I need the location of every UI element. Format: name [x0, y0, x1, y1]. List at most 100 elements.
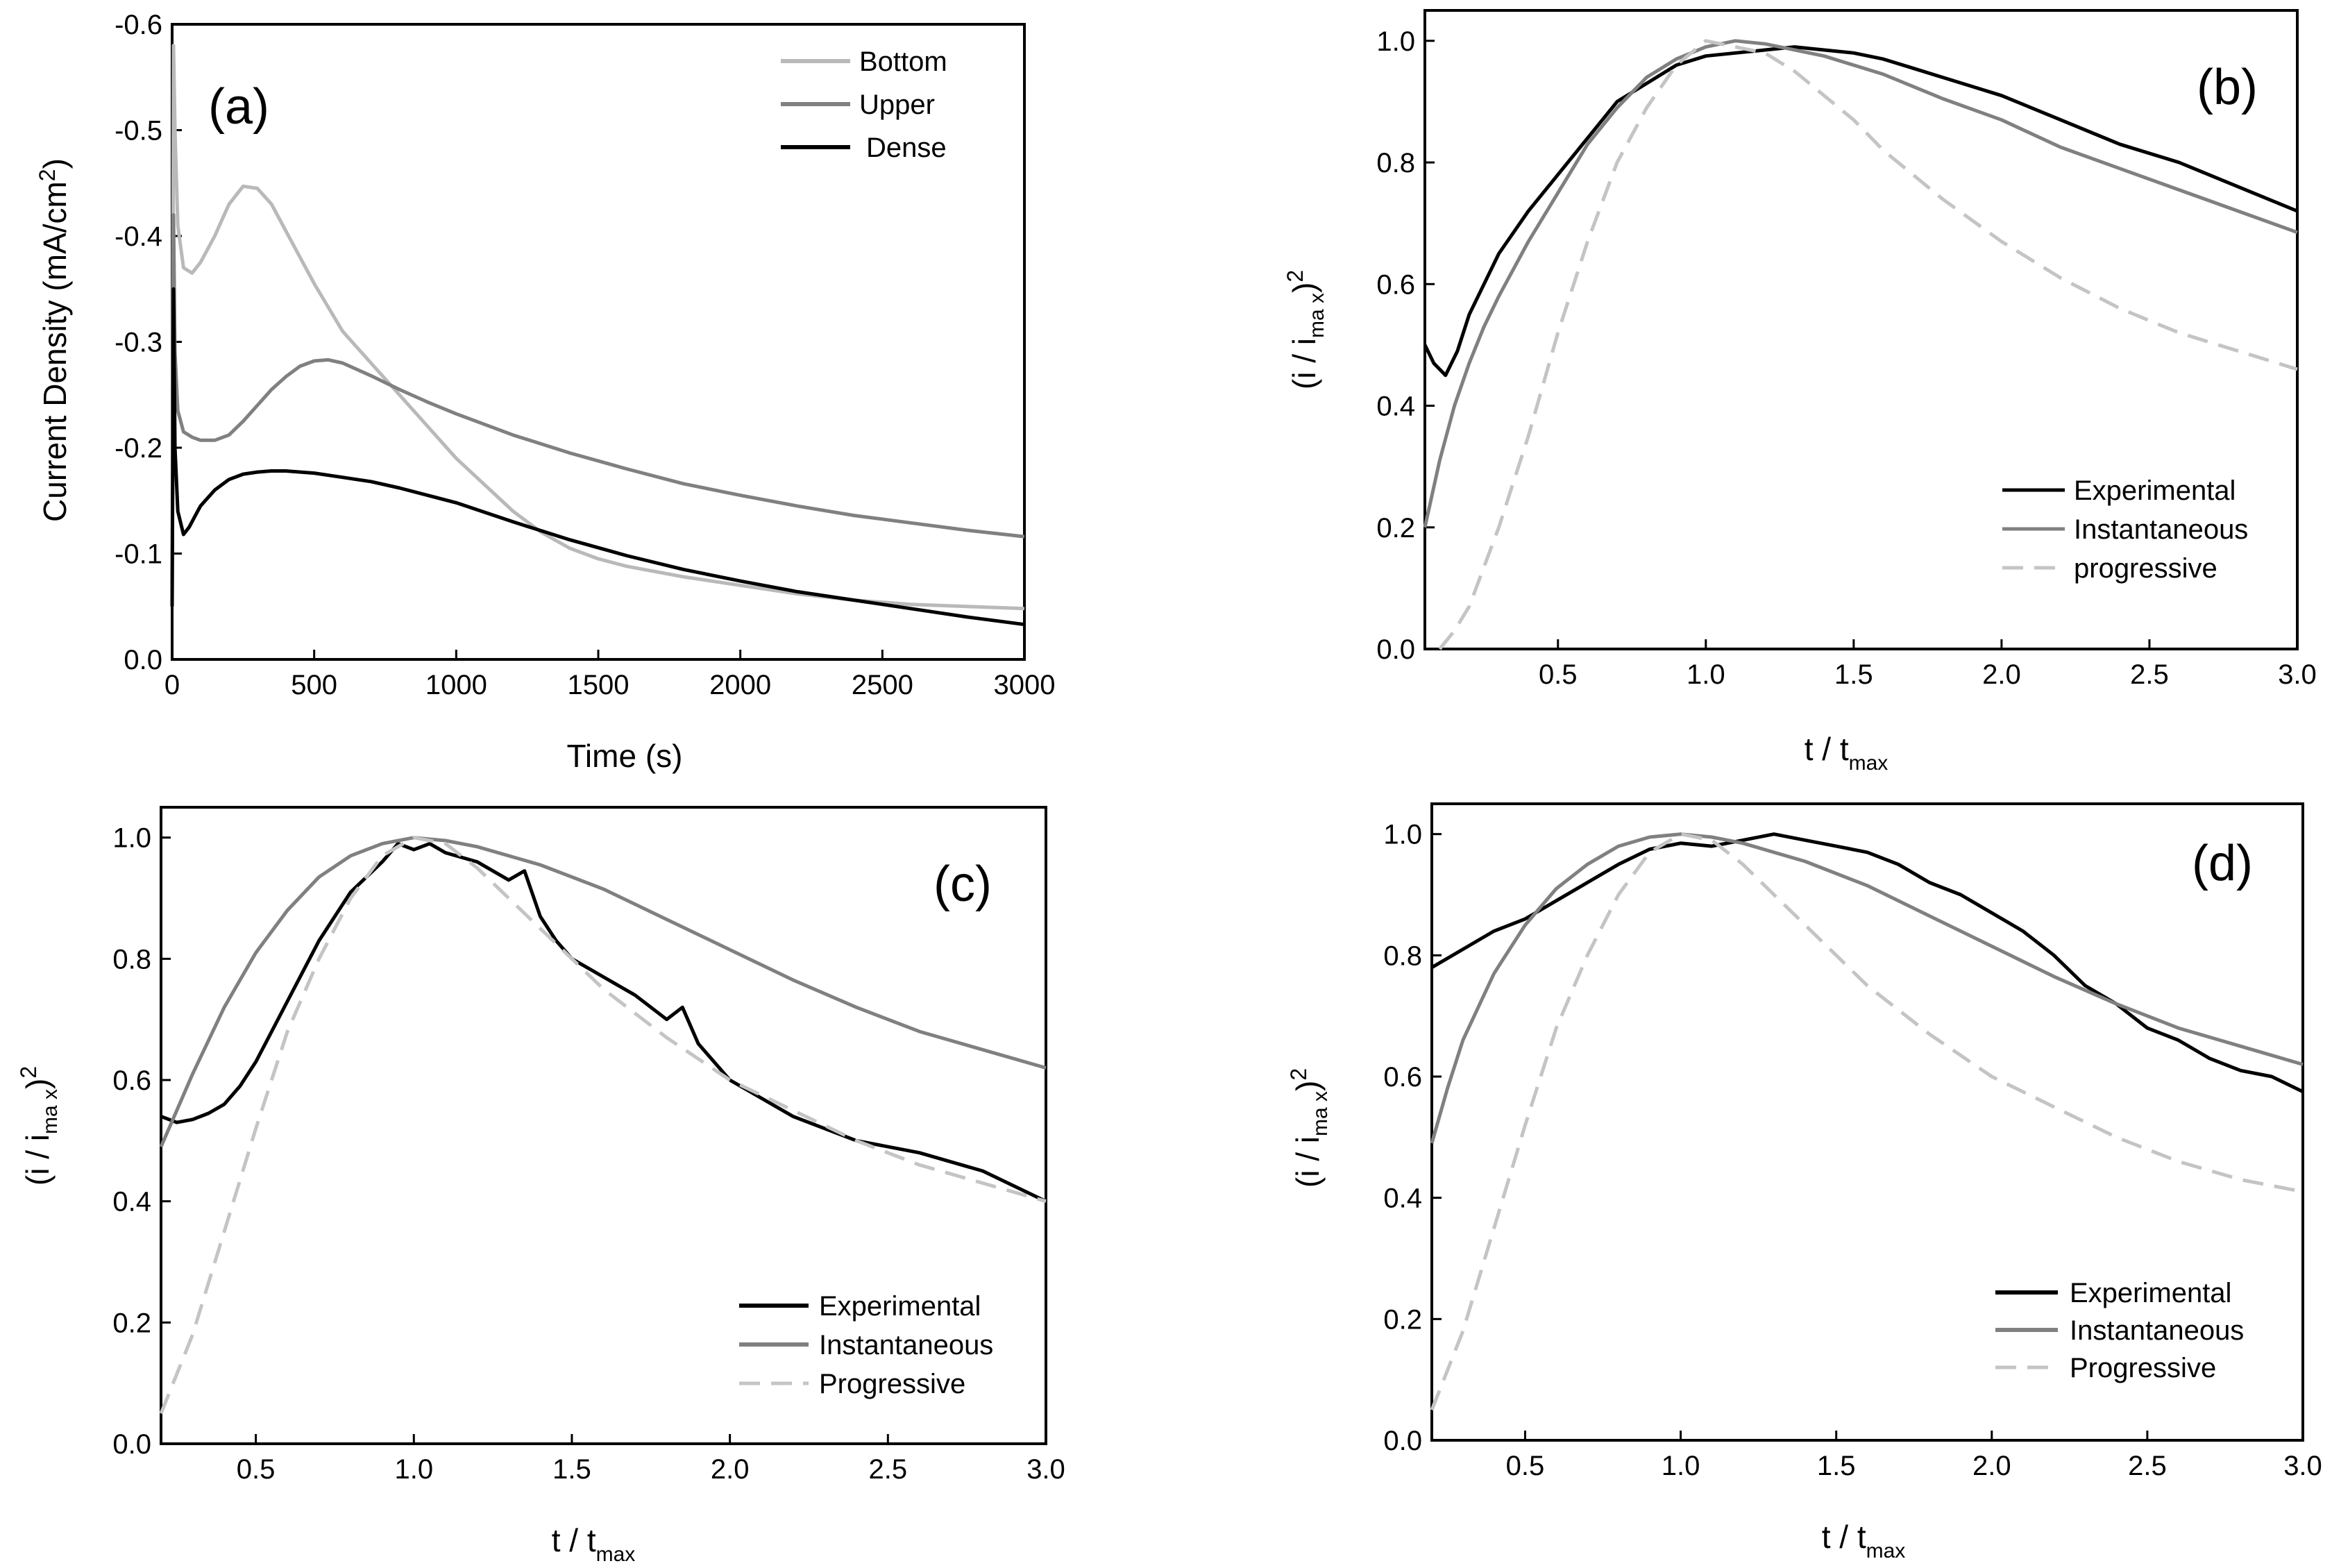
x-tick-label: 1000 — [425, 670, 487, 700]
panel-a: 0 500 1000 1500 2000 2500 3000 0.0 -0.1 -0.2 -0.3… — [35, 10, 1055, 774]
x-tick-label: 2500 — [852, 670, 913, 700]
panel-d-ylabel-sup: 2 — [1286, 1068, 1311, 1081]
legend-label-progressive: Progressive — [2070, 1353, 2216, 1383]
x-tick-label: 3.0 — [2283, 1451, 2322, 1481]
x-tick-label: 0 — [164, 670, 180, 700]
panel-a-ylabel-sup: 2 — [35, 169, 60, 181]
y-tick-label: 0.2 — [1383, 1304, 1422, 1335]
panel-d-frame — [1430, 802, 2304, 1442]
panel-c-ylabel-sup: 2 — [16, 1066, 41, 1079]
series-line-upper — [170, 213, 1025, 607]
x-tick-label: 2.5 — [2130, 659, 2169, 690]
y-tick-label: 0.4 — [1376, 391, 1415, 422]
series-line-instantaneous — [1423, 39, 2298, 528]
panel-c-xlabel-sub: max — [596, 1543, 636, 1566]
x-tick-label: 1.0 — [394, 1454, 433, 1485]
panel-d-legend: Experimental Instantaneous Progressive — [1995, 1278, 2244, 1383]
x-tick-label: 2000 — [709, 670, 771, 700]
series-line-instantaneous — [159, 836, 1047, 1148]
x-tick-label: 1.5 — [552, 1454, 591, 1485]
panel-b-lines — [1423, 39, 2298, 650]
legend-label-dense: Dense — [866, 133, 947, 163]
y-tick-label: -0.3 — [115, 328, 162, 358]
series-line-dense — [170, 287, 1025, 627]
x-tick-label: 1.5 — [1817, 1451, 1856, 1481]
panel-a-ylabel: Current Density (mA/cm2) — [35, 158, 73, 522]
x-tick-label: 2.0 — [1982, 659, 2021, 690]
x-tick-label: 3000 — [994, 670, 1056, 700]
x-tick-label: 2.0 — [711, 1454, 750, 1485]
y-tick-label: 1.0 — [1383, 820, 1422, 850]
panel-d-xlabel-main: t / t — [1822, 1519, 1866, 1555]
panel-a-xlabel: Time (s) — [567, 738, 683, 774]
panel-b-x-ticks: 0.5 1.0 1.5 2.0 2.5 3.0 — [1539, 639, 2317, 690]
panel-a-ylabel-end: ) — [37, 158, 73, 169]
y-tick-label: 0.8 — [1376, 148, 1415, 178]
panel-c: 0.5 1.0 1.5 2.0 2.5 3.0 0.0 0.2 0.4 0.6 0.8 1.0 (c… — [16, 806, 1065, 1566]
y-tick-label: 1.0 — [112, 823, 151, 854]
x-tick-label: 0.5 — [1539, 659, 1578, 690]
panel-c-xlabel: t / tmax — [552, 1522, 636, 1566]
series-line-experimental — [160, 841, 1047, 1203]
panel-c-y-ticks: 0.0 0.2 0.4 0.6 0.8 1.0 — [112, 823, 171, 1460]
x-tick-label: 500 — [291, 670, 337, 700]
panel-d-x-ticks: 0.5 1.0 1.5 2.0 2.5 3.0 — [1506, 1431, 2322, 1481]
panel-c-x-ticks: 0.5 1.0 1.5 2.0 2.5 3.0 — [237, 1434, 1065, 1485]
panel-d-label: (d) — [2192, 836, 2253, 891]
panel-a-ylabel-main: Current Density (mA/cm — [37, 181, 73, 522]
legend-label-bottom: Bottom — [859, 47, 947, 77]
panel-b-ylabel-sub: ma x — [1306, 293, 1328, 338]
y-tick-label: 0.6 — [1376, 269, 1415, 300]
panel-a-label: (a) — [208, 79, 269, 135]
panel-a-lines — [170, 44, 1025, 627]
panel-d-ylabel-main: (i / i — [1290, 1136, 1326, 1188]
y-tick-label: -0.5 — [115, 116, 162, 146]
panel-a-legend: Bottom Upper Dense — [781, 47, 947, 163]
panel-c-lines — [159, 836, 1047, 1415]
y-tick-label: 0.0 — [1376, 634, 1415, 665]
panel-b-legend: Experimental Instantaneous progressive — [2002, 475, 2248, 584]
series-line-experimental — [1423, 45, 2298, 378]
x-tick-label: 2.0 — [1972, 1451, 2011, 1481]
legend-label-experimental: Experimental — [819, 1291, 981, 1322]
panel-d-lines — [1430, 832, 2304, 1411]
panel-c-ylabel: (i / ima x)2 — [16, 1066, 62, 1186]
panel-c-legend: Experimental Instantaneous Progressive — [739, 1291, 993, 1399]
panel-b-xlabel-sub: max — [1849, 752, 1889, 775]
panel-c-ylabel-main: (i / i — [19, 1134, 56, 1186]
panel-b-ylabel-main: (i / i — [1286, 338, 1322, 389]
panel-d-ylabel-end: ) — [1290, 1081, 1326, 1091]
y-tick-label: 0.6 — [1383, 1062, 1422, 1093]
y-tick-label: 1.0 — [1376, 26, 1415, 57]
panel-b-xlabel-main: t / t — [1805, 731, 1849, 767]
legend-label-progressive: Progressive — [819, 1369, 965, 1399]
panel-c-label: (c) — [933, 857, 992, 912]
panel-d-ylabel-sub: ma x — [1309, 1091, 1332, 1136]
x-tick-label: 1.0 — [1687, 659, 1725, 690]
legend-label-upper: Upper — [859, 90, 935, 120]
legend-label-instantaneous: Instantaneous — [2074, 514, 2248, 545]
panel-b-frame — [1423, 9, 2299, 650]
panel-d-xlabel: t / tmax — [1822, 1519, 1906, 1562]
y-tick-label: -0.6 — [115, 10, 162, 40]
y-tick-label: -0.1 — [115, 539, 162, 570]
x-tick-label: 2.5 — [869, 1454, 908, 1485]
y-tick-label: 0.2 — [112, 1308, 151, 1338]
panel-b: 0.5 1.0 1.5 2.0 2.5 3.0 0.0 0.2 0.4 0.6 0.8 1.0 (b… — [1283, 9, 2317, 775]
y-tick-label: 0.2 — [1376, 513, 1415, 543]
series-line-bottom — [170, 44, 1025, 611]
y-tick-label: 0.0 — [112, 1429, 151, 1460]
panel-d-y-ticks: 0.0 0.2 0.4 0.6 0.8 1.0 — [1383, 820, 1442, 1456]
x-tick-label: 3.0 — [1026, 1454, 1065, 1485]
series-line-experimental — [1430, 832, 2304, 1094]
panel-c-frame — [160, 806, 1047, 1445]
panel-c-xlabel-main: t / t — [552, 1522, 596, 1558]
y-tick-label: 0.4 — [112, 1187, 151, 1217]
y-tick-label: 0.0 — [1383, 1426, 1422, 1456]
x-tick-label: 2.5 — [2128, 1451, 2167, 1481]
x-tick-label: 1.0 — [1662, 1451, 1700, 1481]
panel-b-ylabel: (i / ima x)2 — [1283, 270, 1328, 389]
y-tick-label: 0.6 — [112, 1065, 151, 1096]
legend-label-progressive: progressive — [2074, 553, 2217, 584]
